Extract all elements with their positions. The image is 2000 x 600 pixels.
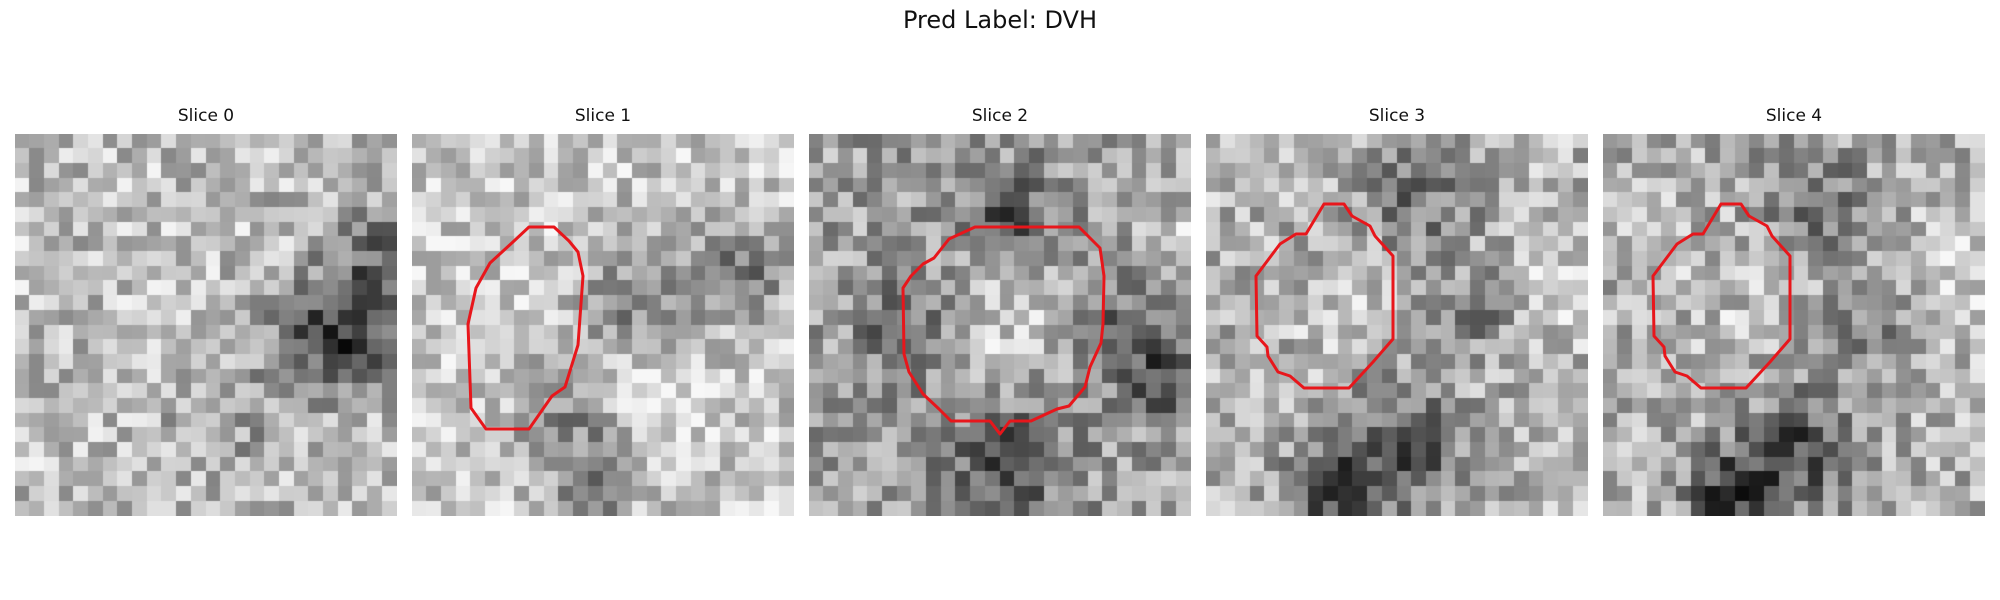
figure-title: Pred Label: DVH xyxy=(902,6,1097,34)
slice-title-2: Slice 2 xyxy=(971,106,1029,126)
slice-panel-2: Slice 2 xyxy=(809,106,1191,520)
slice-image-1 xyxy=(412,134,794,516)
segmentation-contour-4 xyxy=(1651,202,1792,390)
slice-title-4: Slice 4 xyxy=(1765,106,1823,126)
slice-image-2 xyxy=(809,134,1191,516)
slice-panel-4: Slice 4 xyxy=(1603,106,1985,520)
slice-title-0: Slice 0 xyxy=(177,106,235,126)
slice-title-3: Slice 3 xyxy=(1368,106,1426,126)
segmentation-contour-1 xyxy=(466,225,585,431)
slice-panel-3: Slice 3 xyxy=(1206,106,1588,520)
slice-title-1: Slice 1 xyxy=(574,106,632,126)
slice-panel-0: Slice 0 xyxy=(15,106,397,520)
slice-image-4 xyxy=(1603,134,1985,516)
slice-image-0 xyxy=(15,134,397,516)
slice-panel-1: Slice 1 xyxy=(412,106,794,520)
slice-image-3 xyxy=(1206,134,1588,516)
segmentation-contour-2 xyxy=(901,225,1106,436)
segmentation-contour-3 xyxy=(1254,202,1395,390)
